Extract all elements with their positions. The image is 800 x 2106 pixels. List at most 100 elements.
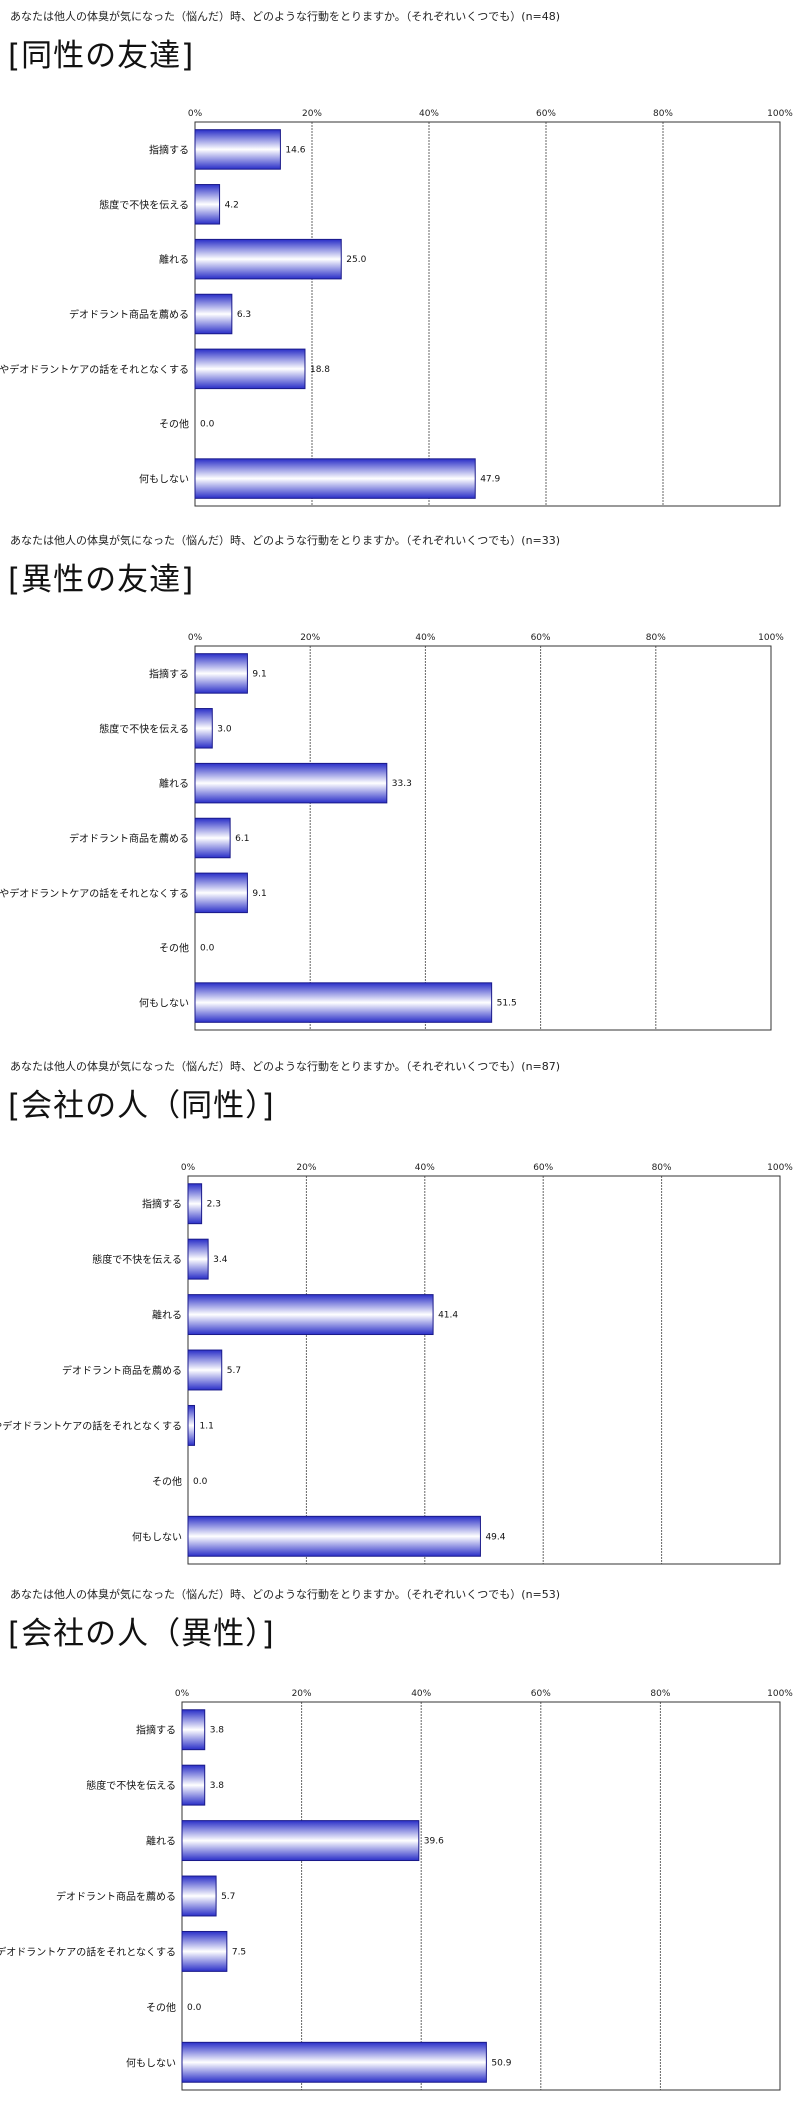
data-label: 3.8 xyxy=(210,1781,225,1791)
x-tick-label: 20% xyxy=(300,633,320,643)
bar xyxy=(194,817,231,859)
category-label: 何もしない xyxy=(132,1530,182,1543)
x-tick-label: 20% xyxy=(292,1689,312,1699)
bar xyxy=(187,1183,203,1225)
data-label: 3.8 xyxy=(210,1726,225,1736)
bar xyxy=(187,1515,481,1557)
data-label: 47.9 xyxy=(480,475,500,485)
category-label: その他 xyxy=(146,2001,176,2014)
x-tick-label: 100% xyxy=(767,1163,793,1173)
data-label: 6.3 xyxy=(237,310,251,320)
survey-question: あなたは他人の体臭が気になった（悩んだ）時、どのような行動をとりますか。（それぞ… xyxy=(10,534,561,547)
data-label: 2.3 xyxy=(207,1200,221,1210)
category-label: 離れる xyxy=(159,253,189,266)
survey-question: あなたは他人の体臭が気になった（悩んだ）時、どのような行動をとりますか。（それぞ… xyxy=(10,1060,561,1073)
category-label: 体臭やデオドラントケアの話をそれとなくする xyxy=(0,363,189,376)
bar-chart: 0% 20% 40% 60% 80% 100% 指摘する 3.8 態度で不快を伝える 3.8 離れる… xyxy=(0,1689,793,2091)
data-label: 18.8 xyxy=(310,365,330,375)
category-label: 何もしない xyxy=(126,2056,176,2069)
data-label: 50.9 xyxy=(491,2058,511,2068)
chart-panel-4: あなたは他人の体臭が気になった（悩んだ）時、どのような行動をとりますか。（それぞ… xyxy=(0,1586,800,2106)
data-label: 3.4 xyxy=(213,1255,228,1265)
x-tick-label: 0% xyxy=(188,109,203,119)
data-label: 7.5 xyxy=(232,1947,246,1957)
bar xyxy=(187,1294,434,1336)
category-label: 体臭やデオドラントケアの話をそれとなくする xyxy=(0,1419,182,1432)
bar xyxy=(194,653,248,694)
category-label: 態度で不快を伝える xyxy=(99,722,189,735)
x-tick-label: 0% xyxy=(181,1163,196,1173)
chart-panel-2: あなたは他人の体臭が気になった（悩んだ）時、どのような行動をとりますか。（それぞ… xyxy=(0,532,800,1042)
data-label: 0.0 xyxy=(187,2003,202,2013)
data-label: 0.0 xyxy=(200,420,215,430)
x-tick-label: 40% xyxy=(419,109,439,119)
bar xyxy=(181,1820,420,1862)
x-tick-label: 20% xyxy=(296,1163,316,1173)
bar xyxy=(194,184,221,225)
bar xyxy=(194,238,342,280)
data-label: 14.6 xyxy=(285,145,305,155)
bar xyxy=(181,1875,217,1917)
data-label: 49.4 xyxy=(485,1532,505,1542)
bar xyxy=(194,708,213,749)
bar xyxy=(181,1930,228,1972)
data-label: 3.0 xyxy=(217,724,232,734)
plot-frame xyxy=(194,121,781,507)
plot-frame xyxy=(181,1701,781,2091)
bar xyxy=(181,1764,206,1806)
x-tick-label: 0% xyxy=(188,633,203,643)
data-label: 9.1 xyxy=(252,889,266,899)
bar xyxy=(194,982,493,1023)
bar-chart: 0% 20% 40% 60% 80% 100% 指摘する 9.1 態度で不快を伝える 3.0 離れる… xyxy=(0,633,784,1031)
x-tick-label: 40% xyxy=(415,1163,435,1173)
x-tick-label: 60% xyxy=(536,109,556,119)
category-label: 何もしない xyxy=(139,997,189,1010)
category-label: 指摘する xyxy=(136,1724,176,1737)
data-label: 51.5 xyxy=(497,999,517,1009)
data-label: 1.1 xyxy=(200,1421,214,1431)
data-label: 0.0 xyxy=(200,944,215,954)
survey-question: あなたは他人の体臭が気になった（悩んだ）時、どのような行動をとりますか。（それぞ… xyxy=(10,1588,561,1601)
bar-chart: 0% 20% 40% 60% 80% 100% 指摘する 2.3 態度で不快を伝える 3.4 離れる… xyxy=(0,1163,793,1565)
bar xyxy=(194,458,476,499)
data-label: 41.4 xyxy=(438,1311,458,1321)
chart-panel-3: あなたは他人の体臭が気になった（悩んだ）時、どのような行動をとりますか。（それぞ… xyxy=(0,1058,800,1578)
x-tick-label: 80% xyxy=(653,109,673,119)
data-label: 33.3 xyxy=(392,779,412,789)
category-label: 指摘する xyxy=(149,667,189,680)
category-label: その他 xyxy=(152,1475,182,1488)
bar xyxy=(194,762,388,804)
x-tick-label: 60% xyxy=(531,633,551,643)
bar xyxy=(194,348,306,390)
category-label: その他 xyxy=(159,418,189,431)
category-label: 何もしない xyxy=(139,473,189,486)
bar xyxy=(194,872,248,914)
bar xyxy=(194,129,281,170)
category-label: 態度で不快を伝える xyxy=(99,198,189,211)
category-label: 体臭やデオドラントケアの話をそれとなくする xyxy=(0,887,189,900)
bar xyxy=(194,293,233,335)
x-tick-label: 20% xyxy=(302,109,322,119)
x-tick-label: 80% xyxy=(652,1163,672,1173)
chart-title: [会社の人（異性）] xyxy=(8,1616,275,1652)
category-label: デオドラント商品を薦める xyxy=(69,308,189,321)
category-label: 態度で不快を伝える xyxy=(92,1253,182,1266)
bar xyxy=(181,2041,487,2083)
data-label: 6.1 xyxy=(235,834,249,844)
x-tick-label: 40% xyxy=(411,1689,431,1699)
x-tick-label: 60% xyxy=(533,1163,553,1173)
x-tick-label: 0% xyxy=(175,1689,190,1699)
data-label: 9.1 xyxy=(252,669,266,679)
category-label: デオドラント商品を薦める xyxy=(62,1364,182,1377)
x-tick-label: 100% xyxy=(767,109,793,119)
data-label: 39.6 xyxy=(424,1837,444,1847)
bar xyxy=(187,1349,223,1391)
survey-question: あなたは他人の体臭が気になった（悩んだ）時、どのような行動をとりますか。（それぞ… xyxy=(10,10,561,23)
data-label: 4.2 xyxy=(225,200,239,210)
data-label: 5.7 xyxy=(227,1366,241,1376)
category-label: 離れる xyxy=(152,1309,182,1322)
data-label: 25.0 xyxy=(346,255,366,265)
bar xyxy=(181,1709,206,1751)
category-label: その他 xyxy=(159,942,189,955)
chart-title: [会社の人（同性）] xyxy=(8,1088,275,1124)
